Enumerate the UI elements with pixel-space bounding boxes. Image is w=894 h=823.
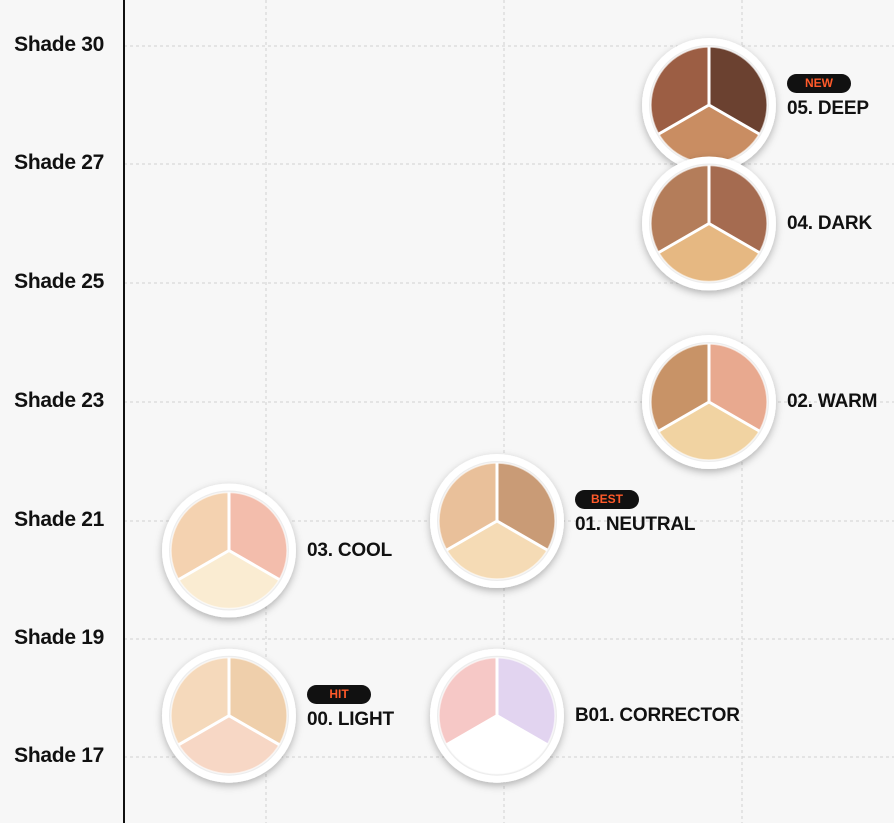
segment-divider [708,103,760,136]
palette-02-warm [642,335,776,469]
y-tick-label: Shade 27 [14,151,104,174]
segment-divider [228,549,280,581]
pan-edge [438,656,556,775]
point-label: B01. CORRECTOR [575,704,740,726]
point-label: 05. DEEP [787,98,869,119]
segment-divider [496,519,548,552]
y-tick-label: Shade 19 [14,626,104,649]
badge-new: NEW [787,74,851,93]
segment-divider [178,549,230,581]
point-label: 00. LIGHT [307,708,394,730]
segment-divider [658,222,710,254]
segment-divider [658,103,710,136]
segment-divider [658,400,710,433]
segment-divider [708,400,760,433]
point-label: 01. NEUTRAL [575,514,696,535]
palette-03-cool [162,483,296,618]
y-tick-label: Shade 17 [14,744,104,767]
pan-edge [650,164,768,283]
pan-edge [170,656,288,775]
palette-00-light [162,648,296,783]
segment-divider [446,519,498,552]
point-label: 02. WARM [787,391,878,412]
palette-05-deep [642,38,776,172]
palette-01-neutral [430,454,564,588]
palette-b01-corrector [430,648,564,783]
pan-edge [170,491,288,610]
y-tick-label: Shade 23 [14,389,104,412]
y-tick-label: Shade 25 [14,270,104,293]
point-label: 04. DARK [787,212,872,234]
y-tick-label: Shade 30 [14,33,104,56]
pan-edge [650,343,768,461]
segment-divider [178,714,230,746]
palette-04-dark [642,156,776,291]
point-label: 03. COOL [307,539,392,561]
badge-best: BEST [575,490,639,509]
segment-divider [228,714,280,746]
badge-hit: HIT [307,684,371,704]
pan-edge [438,462,556,580]
y-tick-label: Shade 21 [14,508,104,531]
segment-divider [496,714,548,746]
segment-divider [708,222,760,254]
segment-divider [446,714,498,746]
